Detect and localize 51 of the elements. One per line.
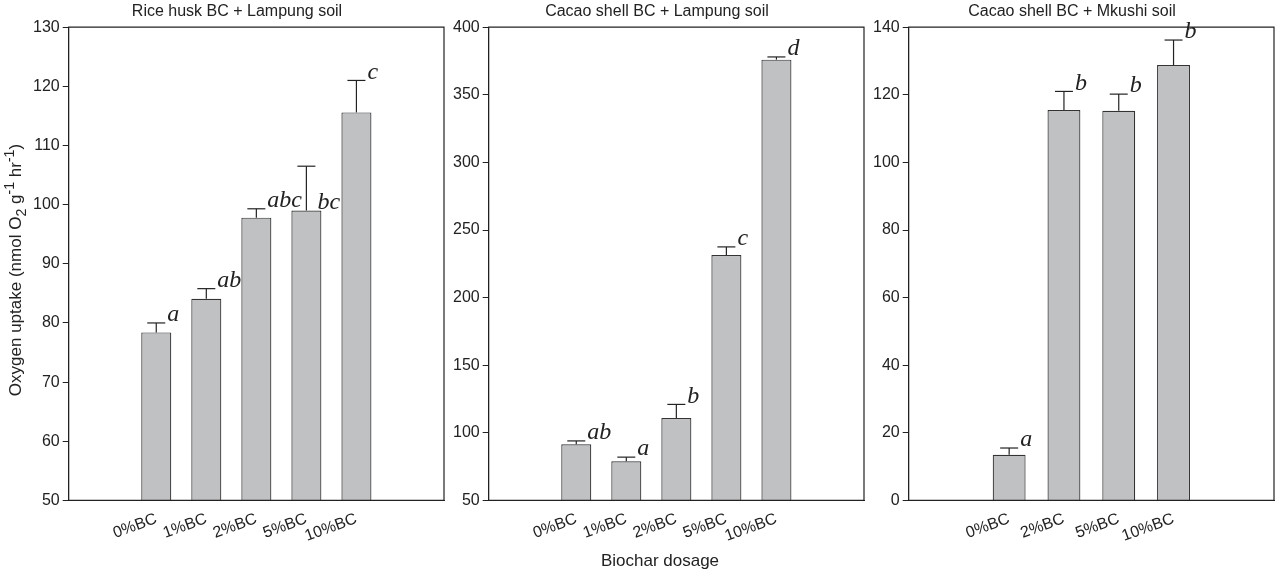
annotation: ab [587,418,612,445]
x-tick-label: 0%BC [530,509,579,541]
annotation: a [1020,425,1033,452]
x-tick-label: 1%BC [160,509,209,541]
y-tick-label: 200 [452,288,480,306]
y-tick-label: 300 [452,152,480,170]
y-tick-label: 250 [452,220,480,238]
x-tick-label: 5%BC [1072,509,1122,541]
y-tick-label: 350 [452,85,480,103]
x-tick-label: 2%BC [210,509,259,541]
y-tick-label: 60 [41,431,60,449]
y-tick-label: 100 [872,152,900,170]
y-tick-label: 70 [41,372,60,390]
y-tick-label: 50 [461,490,480,508]
annotation: a [167,300,180,327]
x-tick-label: 0%BC [110,509,159,541]
y-tick-label: 20 [881,423,900,441]
annotation: d [787,34,801,61]
y-tick-label: 80 [881,220,900,238]
annotation: abc [267,186,303,213]
x-tick-label: 2%BC [630,509,679,541]
y-tick-label: 400 [452,17,480,35]
chart-title: Cacao shell BC + Lampung soil [545,2,769,20]
chart-title: Cacao shell BC + Mkushi soil [968,2,1176,20]
y-tick-label: 150 [452,355,480,373]
y-tick-label: 90 [41,254,60,272]
y-tick-label: 130 [32,17,60,35]
y-tick-label: 60 [881,288,900,306]
y-tick-label: 100 [452,423,480,441]
y-tick-label: 50 [41,490,60,508]
y-tick-label: 140 [872,17,900,35]
annotation: c [367,57,379,84]
annotation: bc [317,187,341,214]
y-tick-label: 80 [41,313,60,331]
x-axis-title: Biochar dosage [599,551,721,571]
y-tick-label: 100 [32,195,60,213]
x-tick-label: 0%BC [963,509,1012,541]
annotation: b [687,381,700,408]
annotation: c [737,224,749,251]
y-tick-label: 40 [881,355,900,373]
x-tick-label: 1%BC [580,509,629,541]
x-tick-label: 2%BC [1018,509,1067,541]
chart-title: Rice husk BC + Lampung soil [131,2,343,20]
annotation: a [637,434,650,461]
annotation: b [1074,68,1087,95]
annotation: ab [217,265,242,292]
y-tick-label: 120 [872,85,900,103]
y-tick-label: 0 [890,490,900,508]
y-tick-label: 110 [34,135,60,153]
annotation: b [1129,71,1142,98]
y-tick-label: 120 [32,76,60,94]
